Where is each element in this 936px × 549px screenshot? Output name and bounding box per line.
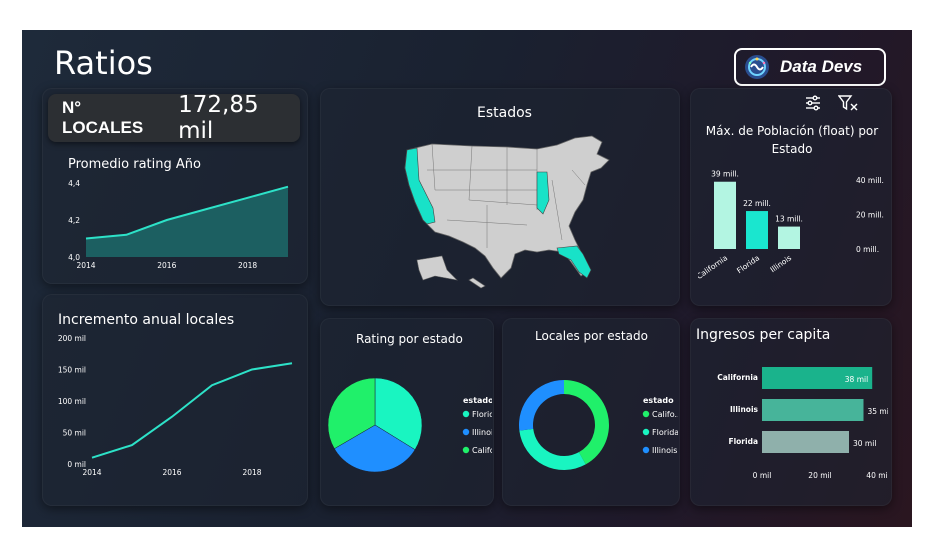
- bar-data-label: 38 mil: [845, 375, 868, 384]
- x-tick-label: 2014: [76, 261, 95, 270]
- income-chart[interactable]: California 38 mil Illinois 35 mil Florida 30 …: [692, 360, 888, 484]
- legend-marker: [462, 446, 470, 454]
- x-tick-label: 2018: [242, 468, 261, 477]
- growth-locales-title: Incremento anual locales: [58, 312, 235, 328]
- y-tick-label: 150 mil: [58, 366, 86, 375]
- filter-settings-icon[interactable]: [804, 94, 822, 112]
- locales-state-chart[interactable]: estado Califo... Florida Illinois: [508, 355, 678, 495]
- legend-title: estado: [643, 396, 674, 405]
- x-tick-label: Florida: [735, 253, 761, 275]
- map-alaska: [416, 255, 458, 281]
- legend-label: Illinois: [652, 446, 677, 455]
- pie-slice: [374, 377, 423, 451]
- y-tick-label: 0 mil: [67, 460, 86, 469]
- bar-data-label: 39 mill.: [711, 170, 739, 179]
- bar-data-label: 22 mill.: [743, 199, 771, 208]
- growth-locales-chart[interactable]: 0 mil 50 mil 100 mil 150 mil 200 mil 2014 2016…: [52, 332, 302, 490]
- x-tick-label: 2018: [238, 261, 257, 270]
- map-state-california: [404, 147, 436, 225]
- y-tick-label: 4,4: [68, 179, 80, 188]
- y-tick-label: 40 mill.: [856, 176, 884, 185]
- us-states-map[interactable]: [387, 130, 627, 290]
- x-tick-label: 0 mil: [753, 471, 772, 480]
- legend-title: estado: [463, 396, 492, 405]
- clear-filter-icon[interactable]: [838, 94, 858, 112]
- kpi-value: 172,85 mil: [178, 92, 259, 144]
- bar: [746, 211, 768, 249]
- series-line: [91, 362, 293, 459]
- x-tick-label: 40 mil: [866, 471, 888, 480]
- y-tick-label: Illinois: [730, 405, 759, 414]
- bar-data-label: 30 mil: [853, 439, 876, 448]
- legend-label: Florida: [652, 428, 678, 437]
- y-tick-label: 200 mil: [58, 334, 86, 343]
- legend-label: Florida: [472, 410, 492, 419]
- pie-slice: [564, 380, 609, 465]
- bar: [762, 431, 849, 453]
- page-title: Ratios: [54, 44, 153, 82]
- legend-marker: [642, 446, 650, 454]
- growth-locales-card: [42, 294, 308, 506]
- income-title: Ingresos per capita: [696, 327, 831, 343]
- y-tick-label: 50 mil: [63, 429, 86, 438]
- pie-slice: [518, 380, 564, 431]
- y-tick-label: Florida: [728, 437, 758, 446]
- x-tick-label: 2016: [162, 468, 181, 477]
- rating-year-title: Promedio rating Año: [68, 157, 201, 172]
- y-tick-label: 100 mil: [58, 397, 86, 406]
- x-tick-label: California: [698, 253, 729, 281]
- x-tick-label: 2016: [157, 261, 176, 270]
- legend-label: Illinois: [472, 428, 492, 437]
- pie-slice: [334, 424, 416, 473]
- legend-label: Califor...: [472, 446, 492, 455]
- bar-data-label: 35 mil: [868, 407, 889, 416]
- rating-state-title: Rating por estado: [356, 332, 463, 346]
- x-tick-label: 20 mil: [808, 471, 831, 480]
- area-fill: [86, 186, 288, 257]
- map-title: Estados: [477, 105, 532, 121]
- bar: [762, 399, 864, 421]
- y-tick-label: 20 mill.: [856, 211, 884, 220]
- brand-badge[interactable]: Data Devs: [734, 48, 886, 86]
- pie-slice: [327, 377, 376, 450]
- rating-year-chart[interactable]: 4,0 4,2 4,4 2014 2016 2018: [62, 175, 292, 275]
- x-tick-label: 2014: [82, 468, 101, 477]
- legend-marker: [462, 428, 470, 436]
- map-state-florida: [556, 245, 592, 279]
- rating-state-chart[interactable]: estado Florida Illinois Califor...: [327, 355, 492, 495]
- legend-marker: [642, 410, 650, 418]
- legend-marker: [462, 410, 470, 418]
- toolbar-icons: [804, 94, 858, 112]
- kpi-card: N° LOCALES 172,85 mil: [48, 92, 300, 144]
- locales-state-title: Locales por estado: [535, 329, 648, 343]
- series-line: [85, 185, 289, 240]
- population-chart[interactable]: 39 mill. California 22 mill. Florida 13 mill…: [698, 160, 888, 300]
- population-title: Máx. de Población (float) por Estado: [705, 124, 879, 156]
- bar-data-label: 13 mill.: [775, 215, 803, 224]
- data-devs-logo-icon: [745, 55, 769, 79]
- map-hawaii: [468, 277, 486, 289]
- dashboard-canvas: Ratios Data Devs N° LOCALES 172,85 mil P…: [22, 30, 912, 527]
- y-tick-label: 0 mill.: [856, 245, 879, 254]
- brand-name: Data Devs: [780, 57, 863, 76]
- x-tick-label: Illinois: [768, 253, 793, 274]
- y-tick-label: California: [717, 373, 758, 382]
- y-tick-label: 4,0: [68, 253, 80, 262]
- legend-marker: [642, 428, 650, 436]
- bar: [714, 181, 736, 249]
- y-tick-label: 4,2: [68, 216, 80, 225]
- kpi-label: N° LOCALES: [62, 98, 144, 137]
- pie-slice: [519, 428, 586, 470]
- legend-label: Califo...: [652, 410, 678, 419]
- bar: [778, 226, 800, 249]
- bar: [762, 367, 873, 389]
- map-state-illinois: [536, 171, 550, 215]
